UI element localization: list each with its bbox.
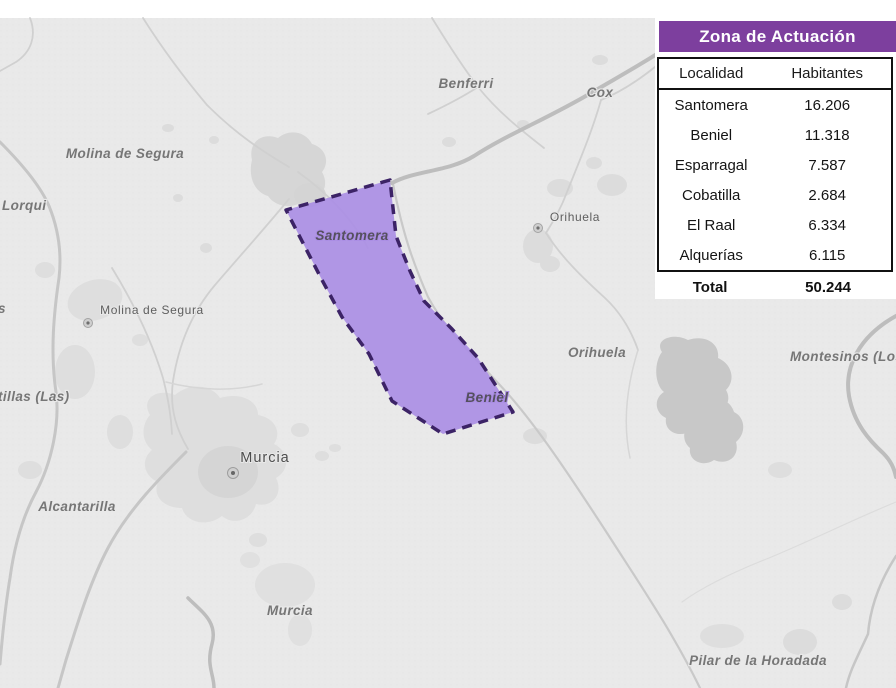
town-markers — [83, 223, 543, 479]
orihuela-town-marker-icon — [533, 223, 543, 233]
molina-town-marker-icon — [83, 318, 93, 328]
label-montesinos-los: Montesinos (Los — [790, 349, 896, 364]
cell-habitantes: 7.587 — [808, 156, 846, 174]
panel-title: Zona de Actuación — [659, 21, 896, 52]
column-header-habitantes: Habitantes — [791, 65, 864, 82]
murcia-town-marker-icon — [227, 467, 239, 479]
cell-localidad: Esparragal — [674, 156, 748, 174]
cell-localidad: Alquerías — [679, 246, 743, 264]
table-row: Alquerías 6.115 — [659, 240, 891, 270]
label-orihuela-region: Orihuela — [568, 345, 626, 360]
label-benferri: Benferri — [439, 76, 494, 91]
table-row: Cobatilla 2.684 — [659, 180, 891, 210]
table-total-row: Total 50.244 — [657, 277, 893, 298]
cell-localidad: Cobatilla — [682, 186, 741, 204]
road-network — [0, 16, 896, 688]
label-molina-de-segura-town: Molina de Segura — [100, 303, 204, 317]
table-row: El Raal 6.334 — [659, 210, 891, 240]
cell-localidad: Santomera — [674, 96, 748, 114]
table-row: Beniel 11.318 — [659, 120, 891, 150]
label-left-edge-partial: s — [0, 301, 6, 316]
column-header-localidad: Localidad — [679, 65, 744, 82]
label-beniel-zone: Beniel — [466, 390, 509, 405]
zona-actuacion-panel: Zona de Actuación Localidad Habitantes S… — [655, 0, 896, 299]
map-labels: Molina de Segura Lorqui Benferri Cox Ori… — [0, 75, 896, 669]
population-table: Localidad Habitantes Santomera 16.206 Be… — [657, 57, 893, 272]
cell-localidad: Beniel — [690, 126, 733, 144]
label-molina-de-segura-region: Molina de Segura — [66, 146, 184, 161]
label-cotillas-las: tillas (Las) — [0, 389, 70, 404]
label-cox: Cox — [587, 85, 614, 100]
label-murcia-region: Murcia — [267, 603, 313, 618]
label-santomera-zone: Santomera — [315, 228, 388, 243]
table-row: Esparragal 7.587 — [659, 150, 891, 180]
action-zone-polygon — [284, 178, 515, 436]
label-orihuela-town: Orihuela — [550, 210, 600, 224]
label-lorqui: Lorqui — [2, 198, 46, 213]
cell-localidad: El Raal — [687, 216, 736, 234]
label-murcia-town: Murcia — [240, 450, 290, 466]
cell-habitantes: 6.115 — [808, 246, 846, 264]
label-pilar-de-la-horadada: Pilar de la Horadada — [689, 653, 827, 668]
cell-habitantes: 11.318 — [804, 126, 850, 144]
cell-habitantes: 6.334 — [808, 216, 846, 234]
label-alcantarilla: Alcantarilla — [37, 499, 116, 514]
cell-habitantes: 2.684 — [808, 186, 846, 204]
total-label: Total — [692, 279, 728, 296]
cell-habitantes: 16.206 — [804, 96, 851, 114]
total-value: 50.244 — [805, 279, 852, 296]
table-header-row: Localidad Habitantes — [659, 59, 891, 90]
table-row: Santomera 16.206 — [659, 90, 891, 120]
